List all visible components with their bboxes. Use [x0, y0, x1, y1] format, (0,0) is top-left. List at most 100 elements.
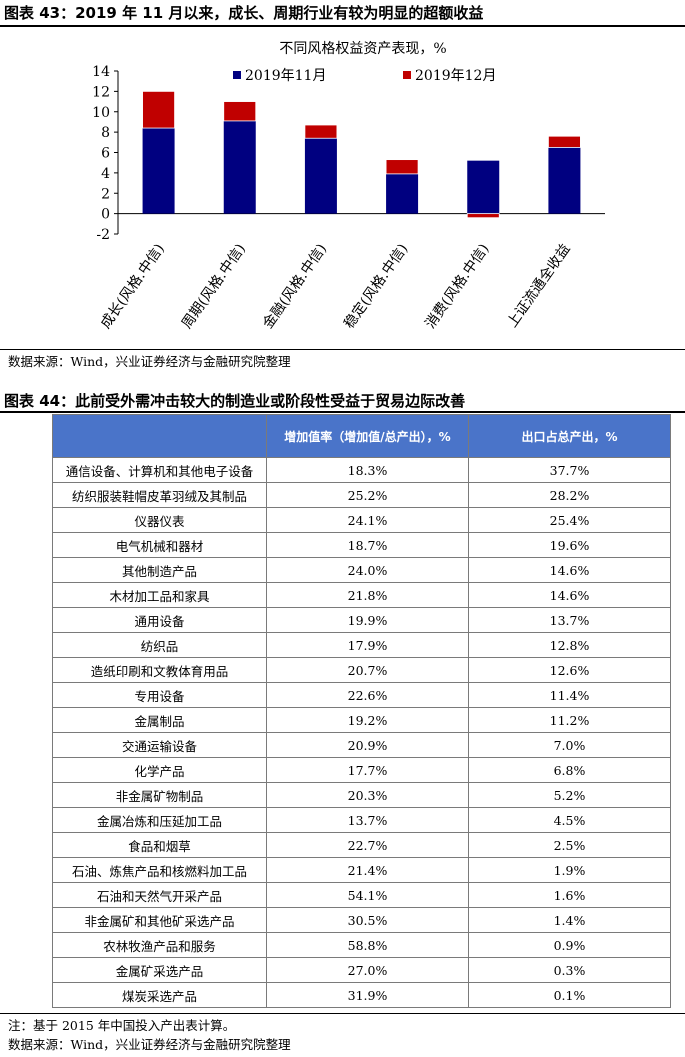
legend-swatch — [403, 71, 411, 79]
value-added-rate-cell: 13.7% — [266, 807, 469, 833]
table-header-value-added-rate: 增加值率（增加值/总产出），% — [266, 414, 469, 458]
x-tick-label: 成长(风格.中信) — [98, 241, 168, 332]
value-added-rate-cell: 20.9% — [266, 732, 469, 758]
export-share-cell: 28.2% — [468, 482, 671, 508]
title-rule-2 — [0, 411, 685, 413]
value-added-rate-cell: 21.4% — [266, 857, 469, 883]
value-added-rate-cell: 21.8% — [266, 582, 469, 608]
export-share-cell: 0.3% — [468, 957, 671, 983]
industry-cell: 非金属矿物制品 — [52, 782, 267, 808]
value-added-rate-cell: 30.5% — [266, 907, 469, 933]
bar-segment — [548, 135, 581, 148]
y-tick-label: 4 — [101, 166, 110, 182]
table-row: 电气机械和器材 18.7% 19.6% — [52, 532, 671, 558]
value-added-rate-cell: 31.9% — [266, 982, 469, 1008]
export-share-cell: 11.2% — [468, 707, 671, 733]
export-share-cell: 7.0% — [468, 732, 671, 758]
value-added-rate-cell: 19.2% — [266, 707, 469, 733]
y-tick-label: 10 — [92, 105, 110, 121]
note-rule — [0, 1013, 685, 1014]
value-added-rate-cell: 24.1% — [266, 507, 469, 533]
bar-segment — [466, 213, 500, 219]
y-tick-label: -2 — [96, 227, 110, 243]
y-tick-label: 2 — [101, 186, 110, 202]
table-row: 食品和烟草 22.7% 2.5% — [52, 832, 671, 858]
value-added-rate-cell: 17.9% — [266, 632, 469, 658]
value-added-rate-cell: 22.6% — [266, 682, 469, 708]
table-row: 造纸印刷和文教体育用品 20.7% 12.6% — [52, 657, 671, 683]
x-axis-labels: 成长(风格.中信) 周期(风格.中信) 金融(风格.中信) 稳定(风格.中信) 消费(风… — [98, 241, 574, 332]
export-share-cell: 4.5% — [468, 807, 671, 833]
table-header-export-share: 出口占总产出，% — [468, 414, 671, 458]
export-share-cell: 14.6% — [468, 582, 671, 608]
table-row: 农林牧渔产品和服务 58.8% 0.9% — [52, 932, 671, 958]
bar-segment — [548, 147, 581, 214]
export-share-cell: 1.6% — [468, 882, 671, 908]
export-share-cell: 1.9% — [468, 857, 671, 883]
y-tick-label: 8 — [101, 125, 110, 141]
industry-cell: 食品和烟草 — [52, 832, 267, 858]
export-share-cell: 19.6% — [468, 532, 671, 558]
industry-cell: 其他制造产品 — [52, 557, 267, 583]
export-share-cell: 1.4% — [468, 907, 671, 933]
industry-cell: 煤炭采选产品 — [52, 982, 267, 1008]
value-added-rate-cell: 22.7% — [266, 832, 469, 858]
industry-cell: 通信设备、计算机和其他电子设备 — [52, 457, 267, 483]
industry-cell: 纺织品 — [52, 632, 267, 658]
value-added-rate-cell: 25.2% — [266, 482, 469, 508]
x-tick-label: 消费(风格.中信) — [422, 241, 492, 332]
industry-cell: 非金属矿和其他矿采选产品 — [52, 907, 267, 933]
industry-cell: 交通运输设备 — [52, 732, 267, 758]
bar-segment — [467, 160, 500, 214]
table-row: 仪器仪表 24.1% 25.4% — [52, 507, 671, 533]
table-row: 金属制品 19.2% 11.2% — [52, 707, 671, 733]
chart-legend: 2019年11月 2019年12月 — [233, 68, 496, 84]
table-row: 专用设备 22.6% 11.4% — [52, 682, 671, 708]
value-added-rate-cell: 58.8% — [266, 932, 469, 958]
table-row: 煤炭采选产品 31.9% 0.1% — [52, 982, 671, 1008]
value-added-rate-cell: 20.3% — [266, 782, 469, 808]
legend-label: 2019年12月 — [415, 68, 496, 84]
legend-label: 2019年11月 — [245, 68, 326, 84]
table-row: 石油、炼焦产品和核燃料加工品 21.4% 1.9% — [52, 857, 671, 883]
figure-44-title: 图表 44：此前受外需冲击较大的制造业或阶段性受益于贸易边际改善 — [4, 392, 466, 410]
bar-segment — [142, 128, 175, 214]
bar-segment — [223, 120, 256, 214]
table-row: 纺织品 17.9% 12.8% — [52, 632, 671, 658]
table-row: 木材加工品和家具 21.8% 14.6% — [52, 582, 671, 608]
export-share-cell: 13.7% — [468, 607, 671, 633]
bar-segment — [304, 124, 338, 139]
value-added-rate-cell: 27.0% — [266, 957, 469, 983]
figure-44-note: 注：基于 2015 年中国投入产出表计算。 — [8, 1018, 236, 1033]
export-share-cell: 12.8% — [468, 632, 671, 658]
export-share-cell: 14.6% — [468, 557, 671, 583]
figure-44-source: 数据来源：Wind，兴业证券经济与金融研究院整理 — [8, 1037, 291, 1052]
table-row: 交通运输设备 20.9% 7.0% — [52, 732, 671, 758]
y-tick-label: 14 — [92, 64, 110, 80]
industry-cell: 纺织服装鞋帽皮革羽绒及其制品 — [52, 482, 267, 508]
export-share-cell: 0.1% — [468, 982, 671, 1008]
table-row: 通用设备 19.9% 13.7% — [52, 607, 671, 633]
export-share-cell: 2.5% — [468, 832, 671, 858]
industry-cell: 仪器仪表 — [52, 507, 267, 533]
export-share-cell: 25.4% — [468, 507, 671, 533]
value-added-rate-cell: 18.7% — [266, 532, 469, 558]
table-header-industry — [52, 414, 267, 458]
table-row: 金属矿采选产品 27.0% 0.3% — [52, 957, 671, 983]
y-tick-label: 12 — [92, 84, 110, 100]
industry-cell: 造纸印刷和文教体育用品 — [52, 657, 267, 683]
table-row: 其他制造产品 24.0% 14.6% — [52, 557, 671, 583]
industry-cell: 通用设备 — [52, 607, 267, 633]
bar-segment — [385, 159, 419, 175]
chart-bars — [142, 90, 581, 219]
industry-cell: 农林牧渔产品和服务 — [52, 932, 267, 958]
industry-table: 增加值率（增加值/总产出），% 出口占总产出，% 通信设备、计算机和其他电子设备… — [52, 414, 671, 1008]
table-row: 非金属矿物制品 20.3% 5.2% — [52, 782, 671, 808]
industry-cell: 金属冶炼和压延加工品 — [52, 807, 267, 833]
export-share-cell: 5.2% — [468, 782, 671, 808]
industry-cell: 木材加工品和家具 — [52, 582, 267, 608]
value-added-rate-cell: 17.7% — [266, 757, 469, 783]
industry-cell: 电气机械和器材 — [52, 532, 267, 558]
bar-segment — [223, 101, 257, 122]
export-share-cell: 6.8% — [468, 757, 671, 783]
